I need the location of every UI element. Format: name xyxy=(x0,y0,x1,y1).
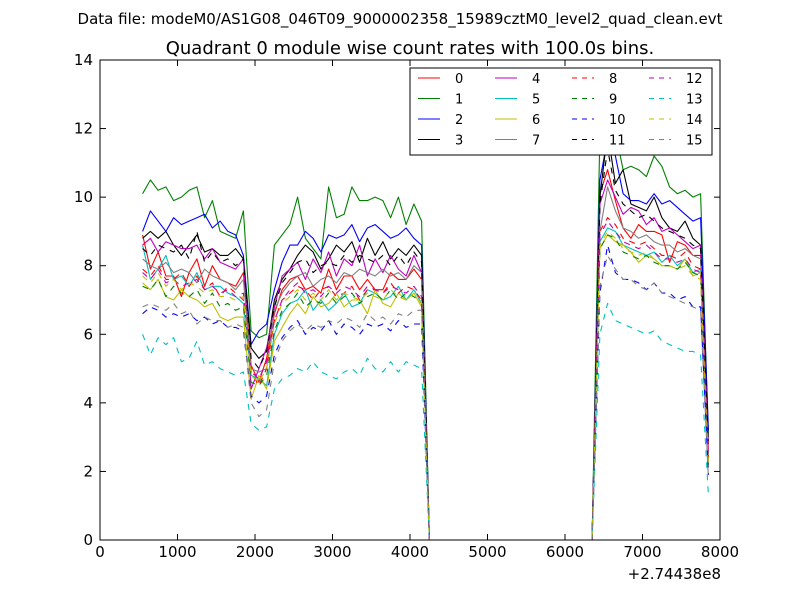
legend-label-0: 0 xyxy=(455,72,463,87)
y-tick-label: 6 xyxy=(83,325,93,343)
legend-label-12: 12 xyxy=(686,72,703,87)
x-tick-label: 4000 xyxy=(391,543,429,561)
x-tick-label: 0 xyxy=(95,543,105,561)
legend-label-6: 6 xyxy=(532,113,540,128)
series-layer xyxy=(142,128,709,541)
chart-title: Quadrant 0 module wise count rates with … xyxy=(166,38,655,59)
suptitle: Data file: modeM0/AS1G08_046T09_90000023… xyxy=(78,10,723,29)
legend-label-15: 15 xyxy=(686,134,703,149)
legend-label-11: 11 xyxy=(609,134,626,149)
y-tick-label: 4 xyxy=(83,394,93,412)
legend-label-2: 2 xyxy=(455,113,463,128)
legend-label-4: 4 xyxy=(532,72,540,87)
plot-area: 0 1000 2000 3000 4000 5000 6000 7000 80000246810… xyxy=(74,51,739,561)
y-tick-label: 12 xyxy=(74,120,93,138)
x-tick-label: 7000 xyxy=(623,543,661,561)
y-tick-label: 2 xyxy=(83,462,93,480)
y-tick-label: 14 xyxy=(74,51,93,69)
legend-label-3: 3 xyxy=(455,134,463,149)
legend-label-1: 1 xyxy=(455,93,463,108)
legend-label-14: 14 xyxy=(686,113,703,128)
legend-label-8: 8 xyxy=(609,72,617,87)
x-tick-label: 5000 xyxy=(468,543,506,561)
legend-label-7: 7 xyxy=(532,134,540,149)
x-offset-label: +2.74438e8 xyxy=(628,565,721,583)
x-tick-label: 8000 xyxy=(701,543,739,561)
series-line-11 xyxy=(142,148,709,541)
series-line-10 xyxy=(142,244,709,541)
legend-label-10: 10 xyxy=(609,113,626,128)
series-line-14 xyxy=(142,230,709,541)
x-tick-label: 1000 xyxy=(158,543,196,561)
x-tick-label: 3000 xyxy=(313,543,351,561)
ticks-layer: 0 1000 2000 3000 4000 5000 6000 7000 80000246810… xyxy=(74,51,739,561)
legend-frame xyxy=(409,67,713,156)
legend-label-13: 13 xyxy=(686,93,703,108)
legend-label-9: 9 xyxy=(609,93,617,108)
y-tick-label: 8 xyxy=(83,257,93,275)
y-tick-label: 0 xyxy=(83,531,93,549)
legend-label-5: 5 xyxy=(532,93,540,108)
x-tick-label: 2000 xyxy=(236,543,274,561)
y-tick-label: 10 xyxy=(74,188,93,206)
x-tick-label: 6000 xyxy=(546,543,584,561)
